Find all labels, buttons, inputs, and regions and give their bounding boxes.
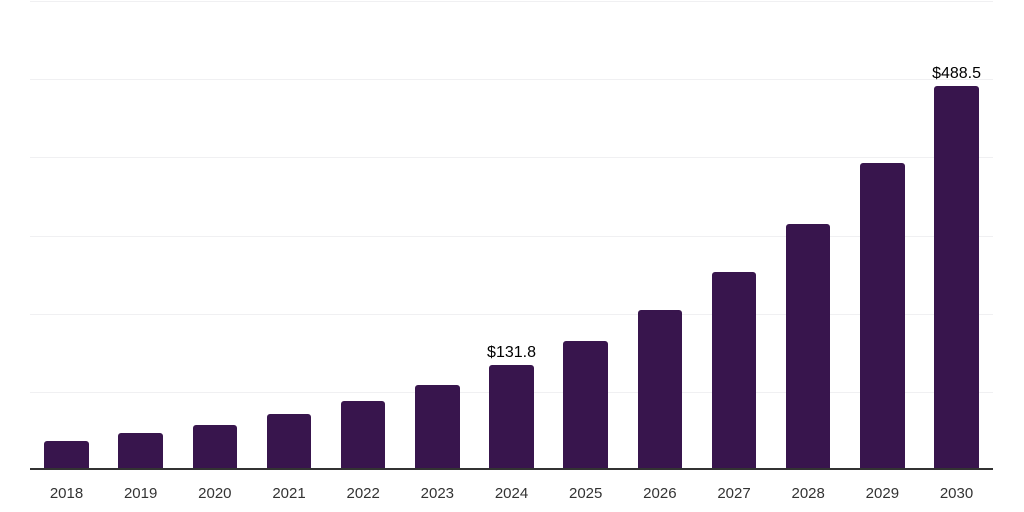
x-tick-label-2023: 2023	[420, 485, 455, 502]
x-tick-label-2029: 2029	[865, 485, 900, 502]
x-tick-label-2026: 2026	[643, 485, 677, 502]
x-tick-label-2018: 2018	[49, 485, 84, 502]
bar-2028	[785, 223, 831, 468]
bar-2018	[44, 440, 89, 468]
bar-2029	[860, 163, 905, 468]
x-tick-label-2025: 2025	[569, 485, 603, 502]
bar-2030	[934, 86, 979, 468]
bar-2022	[340, 401, 386, 468]
x-axis-line	[30, 468, 993, 470]
gridline-300	[30, 236, 993, 237]
bar-2019	[118, 432, 163, 468]
bar-2020	[192, 424, 238, 468]
gridline-500	[30, 79, 993, 80]
bar-2023	[415, 385, 460, 468]
x-tick-label-2022: 2022	[346, 485, 380, 502]
bar-2024	[489, 364, 534, 468]
gridline-600	[30, 1, 993, 2]
x-tick-label-2030: 2030	[939, 485, 974, 502]
x-tick-label-2019: 2019	[123, 485, 158, 502]
x-tick-label-2028: 2028	[791, 485, 825, 502]
gridline-400	[30, 157, 993, 158]
gridline-200	[30, 314, 993, 315]
x-tick-label-2020: 2020	[198, 485, 232, 502]
bar-2027	[711, 272, 757, 468]
x-tick-label-2024: 2024	[494, 485, 529, 502]
bar-2021	[266, 414, 312, 468]
bar-2026	[637, 310, 683, 468]
bar-2025	[563, 340, 608, 468]
bar-value-label-2030: $488.5	[932, 65, 981, 83]
x-tick-label-2027: 2027	[717, 485, 751, 502]
bar-value-label-2024: $131.8	[487, 343, 536, 361]
x-tick-label-2021: 2021	[272, 485, 306, 502]
